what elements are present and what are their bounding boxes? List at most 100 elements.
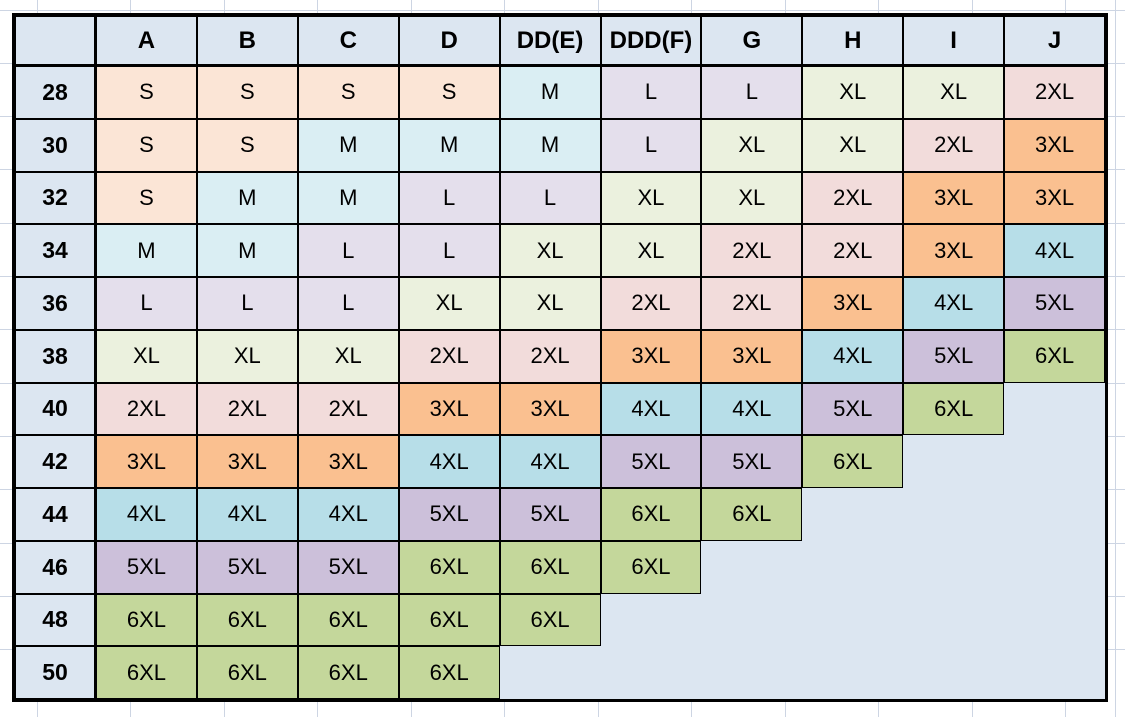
- size-cell[interactable]: 3XL: [600, 329, 702, 383]
- size-cell[interactable]: 5XL: [499, 488, 601, 541]
- size-cell[interactable]: L: [600, 66, 702, 119]
- size-cell[interactable]: 6XL: [96, 593, 197, 647]
- size-cell[interactable]: 3XL: [903, 224, 1005, 277]
- column-header-9[interactable]: I: [903, 16, 1005, 66]
- column-header-6[interactable]: DDD(F): [600, 16, 702, 66]
- size-cell[interactable]: XL: [297, 329, 399, 383]
- size-cell[interactable]: XL: [96, 329, 197, 383]
- band-row-header[interactable]: 38: [15, 329, 96, 383]
- empty-cell[interactable]: [802, 488, 903, 541]
- size-cell[interactable]: 6XL: [1004, 329, 1105, 383]
- empty-cell[interactable]: [802, 594, 903, 647]
- size-cell[interactable]: M: [398, 118, 500, 172]
- size-cell[interactable]: 3XL: [499, 382, 601, 436]
- empty-cell[interactable]: [1004, 383, 1105, 436]
- size-cell[interactable]: 3XL: [1004, 118, 1105, 172]
- size-cell[interactable]: 2XL: [1004, 66, 1105, 119]
- size-cell[interactable]: M: [96, 224, 197, 277]
- size-cell[interactable]: L: [398, 224, 500, 277]
- size-cell[interactable]: 2XL: [297, 382, 399, 436]
- band-row-header[interactable]: 30: [15, 118, 96, 172]
- size-cell[interactable]: 6XL: [600, 540, 702, 594]
- size-cell[interactable]: 2XL: [701, 224, 803, 277]
- size-cell[interactable]: L: [297, 224, 399, 277]
- size-cell[interactable]: L: [600, 118, 702, 172]
- size-cell[interactable]: L: [96, 277, 197, 330]
- size-cell[interactable]: 2XL: [96, 382, 197, 436]
- size-cell[interactable]: 4XL: [903, 277, 1005, 330]
- size-cell[interactable]: 6XL: [398, 593, 500, 647]
- size-cell[interactable]: 2XL: [600, 277, 702, 330]
- size-cell[interactable]: XL: [802, 66, 904, 119]
- size-cell[interactable]: 3XL: [802, 277, 904, 330]
- empty-cell[interactable]: [601, 646, 702, 699]
- size-cell[interactable]: 3XL: [96, 435, 197, 488]
- size-cell[interactable]: XL: [802, 118, 904, 172]
- size-cell[interactable]: 2XL: [802, 171, 904, 225]
- column-header-7[interactable]: G: [701, 16, 803, 66]
- size-cell[interactable]: M: [499, 118, 601, 172]
- empty-cell[interactable]: [500, 646, 601, 699]
- band-row-header[interactable]: 42: [15, 435, 96, 488]
- size-cell[interactable]: 4XL: [398, 435, 500, 488]
- size-cell[interactable]: 4XL: [297, 488, 399, 541]
- empty-cell[interactable]: [903, 435, 1004, 488]
- size-cell[interactable]: 6XL: [802, 435, 904, 488]
- size-cell[interactable]: 2XL: [802, 224, 904, 277]
- size-cell[interactable]: 4XL: [96, 488, 197, 541]
- size-cell[interactable]: M: [196, 224, 298, 277]
- size-cell[interactable]: S: [96, 118, 197, 172]
- size-cell[interactable]: S: [196, 66, 298, 119]
- size-cell[interactable]: S: [196, 118, 298, 172]
- size-cell[interactable]: 4XL: [1004, 224, 1105, 277]
- empty-cell[interactable]: [1004, 488, 1105, 541]
- corner-cell[interactable]: [15, 16, 96, 66]
- size-cell[interactable]: 2XL: [903, 118, 1005, 172]
- band-row-header[interactable]: 32: [15, 171, 96, 225]
- size-cell[interactable]: XL: [196, 329, 298, 383]
- size-cell[interactable]: 5XL: [196, 540, 298, 594]
- size-cell[interactable]: 6XL: [499, 593, 601, 647]
- empty-cell[interactable]: [1004, 435, 1105, 488]
- size-cell[interactable]: XL: [701, 118, 803, 172]
- band-row-header[interactable]: 34: [15, 224, 96, 277]
- size-cell[interactable]: 6XL: [600, 488, 702, 541]
- size-cell[interactable]: L: [499, 171, 601, 225]
- size-cell[interactable]: 3XL: [398, 382, 500, 436]
- empty-cell[interactable]: [903, 541, 1004, 594]
- empty-cell[interactable]: [1004, 594, 1105, 647]
- size-cell[interactable]: 5XL: [701, 435, 803, 488]
- column-header-8[interactable]: H: [802, 16, 904, 66]
- size-cell[interactable]: 5XL: [96, 540, 197, 594]
- size-cell[interactable]: 5XL: [297, 540, 399, 594]
- empty-cell[interactable]: [701, 594, 802, 647]
- size-cell[interactable]: 6XL: [196, 593, 298, 647]
- empty-cell[interactable]: [903, 488, 1004, 541]
- size-cell[interactable]: S: [96, 66, 197, 119]
- band-row-header[interactable]: 50: [15, 646, 96, 699]
- size-cell[interactable]: XL: [701, 171, 803, 225]
- size-cell[interactable]: L: [701, 66, 803, 119]
- size-cell[interactable]: XL: [499, 224, 601, 277]
- size-cell[interactable]: XL: [903, 66, 1005, 119]
- column-header-10[interactable]: J: [1004, 16, 1105, 66]
- empty-cell[interactable]: [701, 541, 802, 594]
- band-row-header[interactable]: 48: [15, 593, 96, 647]
- empty-cell[interactable]: [701, 646, 802, 699]
- size-cell[interactable]: 5XL: [802, 382, 904, 436]
- size-cell[interactable]: L: [196, 277, 298, 330]
- size-cell[interactable]: 5XL: [398, 488, 500, 541]
- size-cell[interactable]: XL: [499, 277, 601, 330]
- size-cell[interactable]: 3XL: [196, 435, 298, 488]
- empty-cell[interactable]: [903, 594, 1004, 647]
- size-cell[interactable]: 4XL: [499, 435, 601, 488]
- empty-cell[interactable]: [1004, 541, 1105, 594]
- size-cell[interactable]: 6XL: [701, 488, 803, 541]
- size-cell[interactable]: S: [297, 66, 399, 119]
- column-header-1[interactable]: A: [96, 16, 197, 66]
- size-cell[interactable]: 6XL: [297, 646, 399, 699]
- empty-cell[interactable]: [601, 594, 702, 647]
- size-cell[interactable]: 5XL: [600, 435, 702, 488]
- size-cell[interactable]: 2XL: [701, 277, 803, 330]
- band-row-header[interactable]: 46: [15, 540, 96, 594]
